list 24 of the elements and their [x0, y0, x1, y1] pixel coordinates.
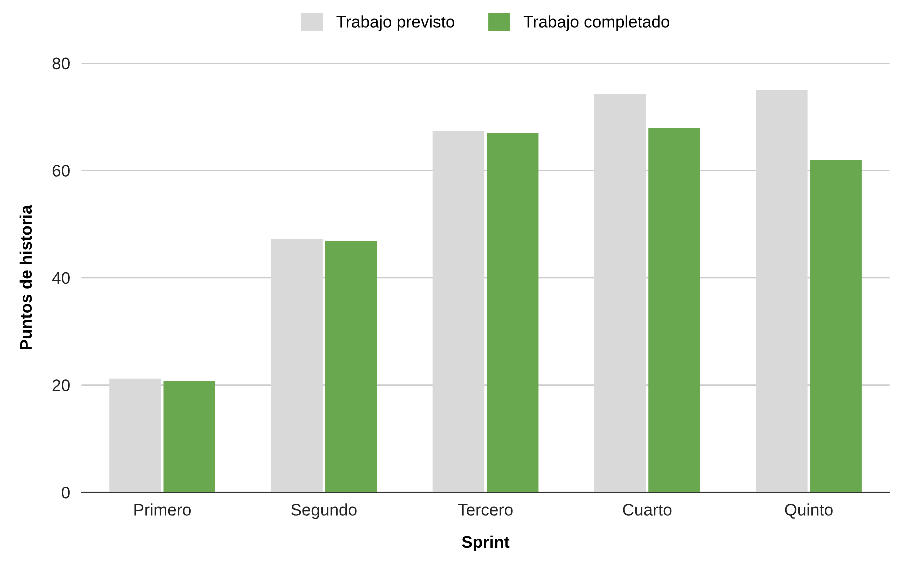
y-tick-label: 20: [52, 380, 70, 392]
y-axis-title: Puntos de historia: [20, 205, 32, 350]
bar: [810, 160, 862, 493]
bar: [432, 132, 485, 493]
bar: [486, 133, 539, 493]
bar: [271, 239, 323, 493]
bar: [756, 90, 808, 493]
bar: [164, 380, 216, 493]
y-tick-label: 40: [52, 272, 70, 284]
bar: [110, 378, 162, 493]
bar: [325, 240, 378, 493]
legend-label: Trabajo completado: [524, 16, 670, 32]
x-tick-label: Primero: [134, 504, 192, 516]
y-tick-label: 60: [52, 165, 70, 177]
y-tick-label: 80: [52, 58, 70, 70]
bar: [594, 94, 646, 493]
x-axis-title: Sprint: [462, 536, 510, 552]
legend-label: Trabajo previsto: [336, 16, 455, 32]
y-tick-label: 0: [62, 486, 70, 499]
bar: [648, 128, 700, 493]
x-tick-label: Segundo: [292, 504, 357, 520]
x-tick-label: Tercero: [458, 504, 513, 516]
x-tick-label: Cuarto: [623, 504, 672, 516]
x-tick-label: Quinto: [785, 504, 833, 519]
